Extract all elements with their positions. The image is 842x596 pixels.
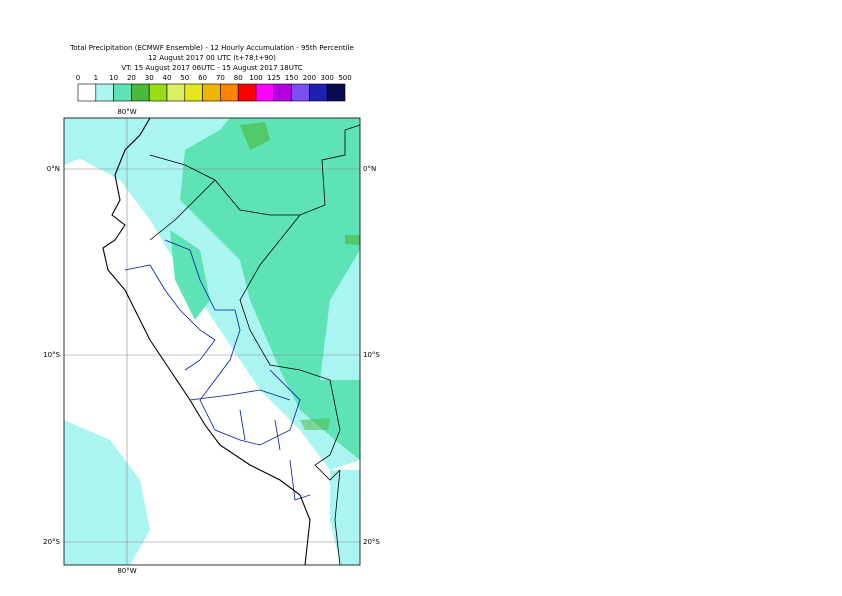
- legend-label: 200: [303, 74, 316, 82]
- legend-swatch: [131, 83, 150, 102]
- legend-swatch: [166, 83, 186, 102]
- base-time: 12 August 2017 00 UTC (t+78,t+90): [148, 54, 276, 62]
- legend-label: 500: [338, 74, 351, 82]
- lon-label: 80°W: [117, 108, 136, 116]
- legend-swatch: [77, 83, 97, 102]
- legend-label: 10: [109, 74, 118, 82]
- legend-swatch: [148, 83, 168, 102]
- legend-label: 80: [234, 74, 243, 82]
- valid-time: VT: 15 August 2017 06UTC - 15 August 201…: [121, 64, 302, 72]
- legend-label: 300: [321, 74, 334, 82]
- lat-label: 0°N: [363, 165, 376, 173]
- legend-label: 0: [76, 74, 80, 82]
- lat-label: 10°S: [43, 351, 60, 359]
- legend-label: 30: [145, 74, 154, 82]
- legend-label: 150: [285, 74, 298, 82]
- legend-swatch: [309, 83, 328, 102]
- lat-label: 10°S: [363, 351, 380, 359]
- lat-label: 0°N: [47, 165, 60, 173]
- title: Total Precipitation (ECMWF Ensemble) - 1…: [69, 44, 354, 52]
- legend: 0 1 10 20 30 40 50 60 70 80 100 125 150 200 300 500: [76, 74, 352, 102]
- legend-swatch: [326, 83, 346, 102]
- legend-label: 70: [216, 74, 225, 82]
- legend-label: 125: [267, 74, 280, 82]
- legend-swatch: [255, 83, 275, 102]
- legend-swatch: [113, 83, 132, 102]
- legend-label: 1: [94, 74, 98, 82]
- legend-swatch: [95, 83, 114, 102]
- legend-label: 40: [163, 74, 172, 82]
- legend-swatch: [220, 83, 239, 102]
- legend-swatch: [202, 83, 221, 102]
- legend-swatch: [237, 83, 257, 102]
- legend-label: 50: [180, 74, 189, 82]
- map: 80°W 80°W 0°N 10°S 20°S 0°N 10°S 20°S: [43, 108, 380, 575]
- legend-label: 100: [249, 74, 262, 82]
- legend-label: 60: [198, 74, 207, 82]
- lat-label: 20°S: [43, 538, 60, 546]
- legend-swatch: [291, 83, 310, 102]
- lon-label: 80°W: [117, 567, 136, 575]
- precip-field: [64, 118, 360, 565]
- legend-swatch: [273, 83, 292, 102]
- legend-label: 20: [127, 74, 136, 82]
- map-border: [63, 117, 361, 566]
- legend-swatch: [184, 83, 203, 102]
- lat-label: 20°S: [363, 538, 380, 546]
